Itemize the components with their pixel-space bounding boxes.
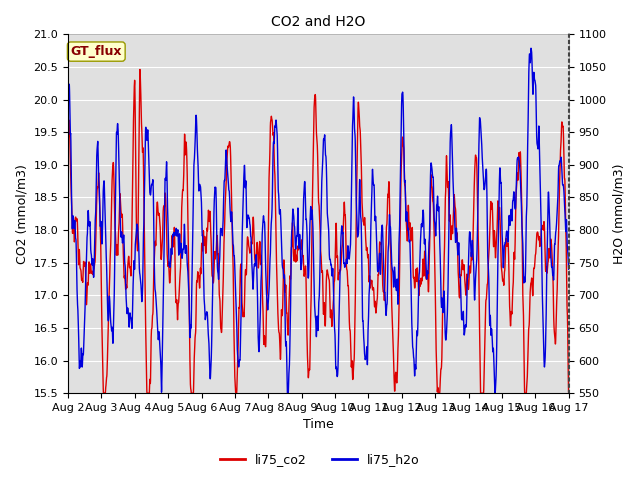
Text: GT_flux: GT_flux: [70, 45, 122, 58]
li75_co2: [278, 313, 286, 319]
Line: li75_co2: li75_co2: [68, 70, 569, 393]
X-axis label: Time: Time: [303, 419, 333, 432]
Legend: li75_co2, li75_h2o: li75_co2, li75_h2o: [215, 448, 425, 471]
Title: CO2 and H2O: CO2 and H2O: [271, 15, 365, 29]
li75_co2: [151, 239, 159, 244]
li75_h2o: [565, 266, 573, 272]
li75_co2: [64, 144, 72, 150]
li75_h2o: [556, 162, 563, 168]
li75_co2: [100, 390, 108, 396]
li75_h2o: [278, 252, 285, 257]
li75_h2o: [284, 390, 291, 396]
li75_co2: [136, 67, 144, 72]
li75_h2o: [151, 284, 159, 290]
li75_h2o: [256, 324, 264, 329]
Line: li75_h2o: li75_h2o: [68, 48, 569, 393]
li75_co2: [257, 256, 264, 262]
Y-axis label: H2O (mmol/m3): H2O (mmol/m3): [612, 164, 625, 264]
Y-axis label: CO2 (mmol/m3): CO2 (mmol/m3): [15, 164, 28, 264]
li75_co2: [556, 196, 563, 202]
li75_h2o: [122, 263, 129, 269]
li75_h2o: [501, 240, 509, 245]
li75_co2: [122, 281, 129, 287]
li75_co2: [501, 253, 509, 259]
li75_h2o: [64, 97, 72, 103]
li75_co2: [565, 390, 573, 396]
li75_h2o: [527, 46, 535, 51]
